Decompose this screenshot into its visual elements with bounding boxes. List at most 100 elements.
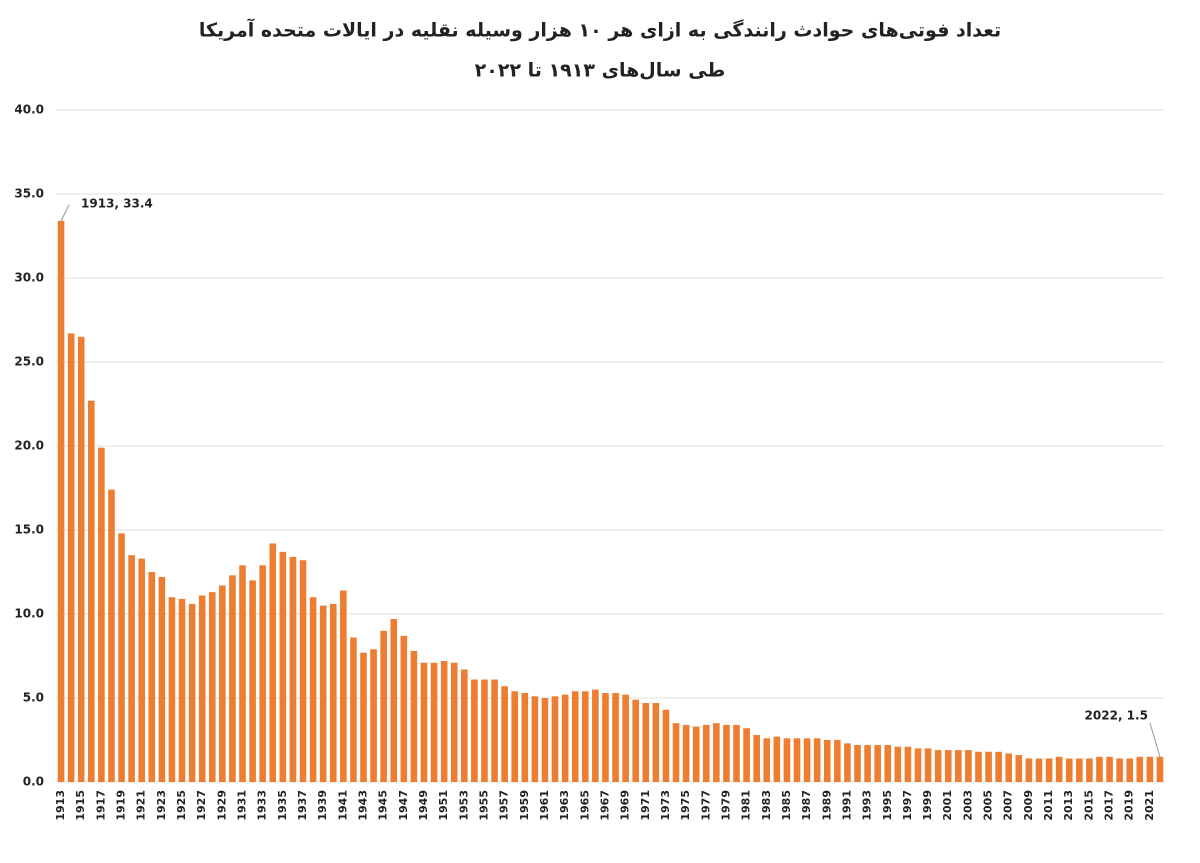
bar [894, 746, 902, 782]
bar [592, 689, 599, 782]
bar [773, 736, 781, 782]
bar [904, 746, 912, 782]
bar [955, 750, 962, 782]
bar [914, 748, 922, 782]
y-tick-label: 15.0 [14, 523, 44, 537]
bar [723, 724, 730, 782]
x-tick-label: 1929 [215, 790, 228, 821]
bar [551, 696, 559, 782]
bar [1106, 756, 1113, 782]
bar [1086, 758, 1093, 782]
chart-subtitle: طی سال‌های ۱۹۱۳ تا ۲۰۲۲ [475, 60, 726, 82]
bar [420, 662, 428, 782]
bar [823, 740, 831, 782]
x-tick-label: 1983 [760, 790, 773, 821]
x-tick-label: 2009 [1022, 790, 1035, 821]
bar [67, 333, 75, 782]
bar [803, 738, 811, 782]
bar [1156, 756, 1164, 782]
bar [57, 220, 65, 782]
bar [410, 650, 418, 782]
bar [1065, 758, 1073, 782]
y-tick-label: 20.0 [14, 439, 44, 453]
x-tick-label: 1927 [195, 790, 208, 821]
y-tick-label: 35.0 [14, 187, 44, 201]
bar [340, 590, 347, 782]
x-tick-label: 1923 [155, 790, 168, 821]
x-tick-label: 1949 [417, 790, 430, 821]
x-tick-label: 1945 [377, 790, 390, 821]
bar [309, 597, 317, 782]
x-tick-label: 2003 [961, 790, 974, 821]
x-tick-label: 1921 [135, 790, 148, 821]
x-tick-label: 2013 [1062, 790, 1075, 821]
bar [924, 748, 932, 782]
bar [461, 669, 468, 782]
x-tick-label: 2011 [1042, 790, 1055, 821]
bar [87, 400, 95, 782]
x-tick-label: 1943 [356, 790, 369, 821]
bar [622, 694, 629, 782]
bar [561, 694, 569, 782]
bar [269, 543, 277, 782]
bar [229, 575, 236, 782]
bar [128, 555, 135, 782]
bar [743, 728, 750, 782]
x-tick-label: 1947 [397, 790, 410, 821]
x-tick-label: 1925 [175, 790, 188, 821]
x-tick-label: 2015 [1082, 790, 1095, 821]
bar [168, 597, 176, 782]
bar [702, 724, 710, 782]
chart-title: تعداد فوتی‌های حوادث رانندگی به ازای هر … [199, 18, 1001, 42]
x-tick-label: 1975 [679, 790, 692, 821]
x-tick-label: 1935 [276, 790, 289, 821]
bar [1055, 756, 1063, 782]
bar [77, 336, 85, 782]
bar [662, 709, 670, 782]
bar [531, 696, 539, 782]
x-tick-label: 2021 [1143, 790, 1156, 821]
bar [440, 661, 448, 782]
x-tick-label: 2007 [1002, 790, 1015, 821]
bar [541, 698, 549, 782]
annotation-leader [60, 204, 70, 222]
x-tick-label: 1931 [236, 790, 249, 821]
x-tick-label: 1913 [54, 790, 67, 821]
x-tick-label: 1969 [619, 790, 632, 821]
bar [400, 635, 408, 782]
bar [975, 751, 982, 782]
x-tick-label: 1915 [74, 790, 87, 821]
x-tick-label: 1977 [699, 790, 712, 821]
bar [511, 691, 519, 782]
bar [1126, 758, 1134, 782]
bar [813, 738, 821, 782]
x-tick-label: 1987 [800, 790, 813, 821]
bar [733, 724, 740, 782]
x-tick-label: 1957 [498, 790, 511, 821]
bar [188, 603, 196, 782]
bar [380, 630, 387, 782]
bar [148, 572, 156, 782]
x-tick-label: 1951 [437, 790, 450, 821]
bar [985, 751, 992, 782]
x-tick-label: 2005 [982, 790, 995, 821]
bar [1096, 756, 1103, 782]
x-tick-label: 2019 [1123, 790, 1136, 821]
bar [430, 662, 438, 782]
annotation: 2022, 1.5 [1085, 708, 1148, 722]
bar [1015, 755, 1023, 782]
bar [118, 533, 125, 782]
bar [1136, 756, 1144, 782]
bar [571, 691, 579, 782]
bar [158, 577, 166, 782]
bar [1116, 758, 1123, 782]
bar [602, 692, 609, 782]
x-tick-label: 1973 [659, 790, 672, 821]
x-tick-label: 2001 [941, 790, 954, 821]
bar [581, 691, 589, 782]
bar [178, 598, 186, 782]
bar [965, 750, 972, 782]
bar [844, 743, 851, 782]
bar [329, 603, 337, 782]
